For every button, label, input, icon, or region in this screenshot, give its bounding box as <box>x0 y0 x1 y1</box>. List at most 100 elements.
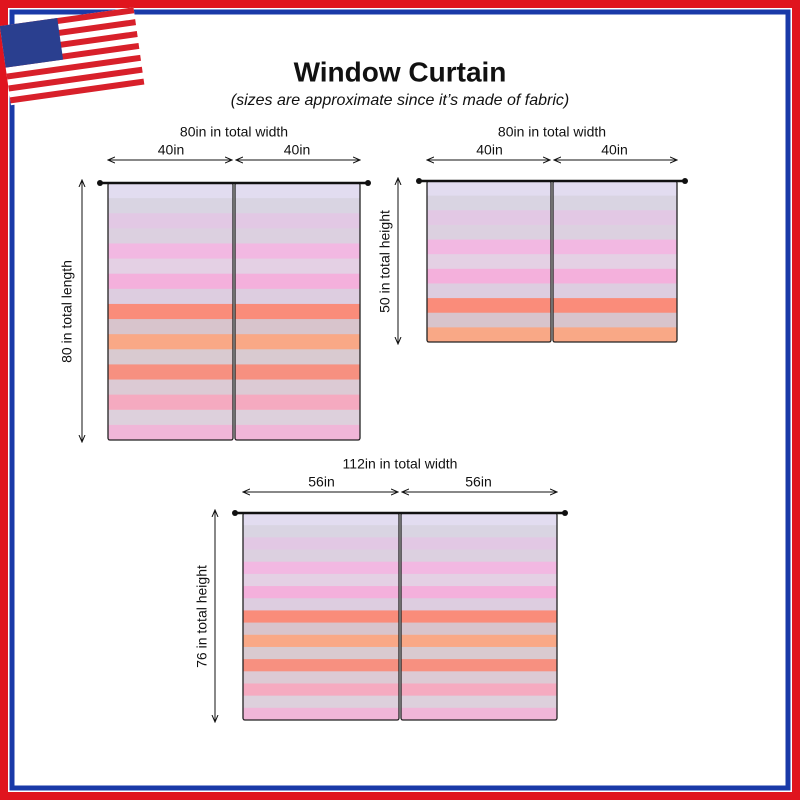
stripe <box>108 288 233 305</box>
title: Window Curtain <box>294 56 507 87</box>
stripe <box>553 268 677 284</box>
stripe <box>427 327 551 343</box>
stripe <box>108 228 233 244</box>
stripe <box>243 695 399 709</box>
stripe <box>427 283 551 299</box>
stripe <box>108 198 233 214</box>
stripe <box>243 610 399 624</box>
stripe <box>108 424 233 441</box>
stripe <box>235 183 360 199</box>
stripe <box>243 634 399 648</box>
stripe <box>108 243 233 260</box>
stripe <box>235 394 360 411</box>
stripe <box>243 622 399 636</box>
stripe <box>243 598 399 611</box>
rod-end <box>232 510 238 516</box>
stripe <box>401 707 557 721</box>
stripe <box>401 683 557 697</box>
stripe <box>243 549 399 563</box>
stripe <box>401 634 557 648</box>
stripe <box>401 659 557 672</box>
stripe <box>553 298 677 314</box>
stripe <box>235 228 360 244</box>
panel-width-label: 40in <box>158 142 184 158</box>
stripe <box>553 195 677 211</box>
stripe <box>427 210 551 226</box>
stripe <box>401 561 557 575</box>
stripe <box>235 288 360 305</box>
stripe <box>243 646 399 660</box>
rod-end <box>682 178 688 184</box>
stripe <box>243 537 399 551</box>
stripe <box>427 181 551 197</box>
rod-end <box>97 180 103 186</box>
stripe <box>235 379 360 396</box>
flag <box>0 7 145 106</box>
stripe <box>108 273 233 290</box>
stripe <box>553 239 677 255</box>
stripe <box>108 258 233 275</box>
stripe <box>427 195 551 211</box>
rod-end <box>416 178 422 184</box>
stripe <box>427 268 551 284</box>
stripe <box>108 334 233 350</box>
stripe <box>401 586 557 599</box>
stripe <box>235 364 360 381</box>
stripe <box>401 537 557 551</box>
stripe <box>108 319 233 335</box>
stripe <box>553 312 677 328</box>
stripe <box>553 181 677 197</box>
stripe <box>235 198 360 214</box>
stripe <box>401 622 557 636</box>
stripe <box>243 573 399 587</box>
subtitle: (sizes are approximate since it’s made o… <box>231 92 570 109</box>
stripe <box>553 224 677 241</box>
total-width-label: 80in in total width <box>180 124 288 140</box>
stripe <box>243 561 399 575</box>
height-label: 50 in total height <box>377 210 393 313</box>
stripe <box>427 254 551 270</box>
panel-width-label: 40in <box>476 142 502 158</box>
stripe <box>108 303 233 320</box>
stripe <box>108 409 233 426</box>
stripe <box>108 379 233 396</box>
stripe <box>243 513 399 526</box>
stripe <box>108 349 233 365</box>
stripe <box>401 573 557 587</box>
stripe <box>235 213 360 229</box>
stripe <box>553 210 677 226</box>
total-width-label: 80in in total width <box>498 124 606 140</box>
stripe <box>235 273 360 290</box>
rod-end <box>365 180 371 186</box>
stripe <box>243 707 399 721</box>
stripe <box>401 513 557 526</box>
stripe <box>401 525 557 538</box>
stripe <box>243 586 399 599</box>
stripe <box>427 224 551 241</box>
stripe <box>427 298 551 314</box>
panel-width-label: 56in <box>308 474 334 490</box>
stripe <box>401 598 557 611</box>
stripe <box>243 659 399 672</box>
total-width-label: 112in in total width <box>343 456 458 472</box>
stripe <box>108 183 233 199</box>
stripe <box>243 525 399 538</box>
stripe <box>108 364 233 381</box>
stripe <box>401 695 557 709</box>
stripe <box>235 303 360 320</box>
panel-width-label: 40in <box>284 142 310 158</box>
stripe <box>235 409 360 426</box>
stripe <box>235 334 360 350</box>
stripe <box>553 283 677 299</box>
stripe <box>553 327 677 343</box>
stripe <box>427 239 551 255</box>
rod-end <box>562 510 568 516</box>
panel-width-label: 40in <box>601 142 627 158</box>
stripe <box>108 394 233 411</box>
stripe <box>553 254 677 270</box>
stripe <box>235 243 360 260</box>
stripe <box>235 349 360 365</box>
stripe <box>401 549 557 563</box>
